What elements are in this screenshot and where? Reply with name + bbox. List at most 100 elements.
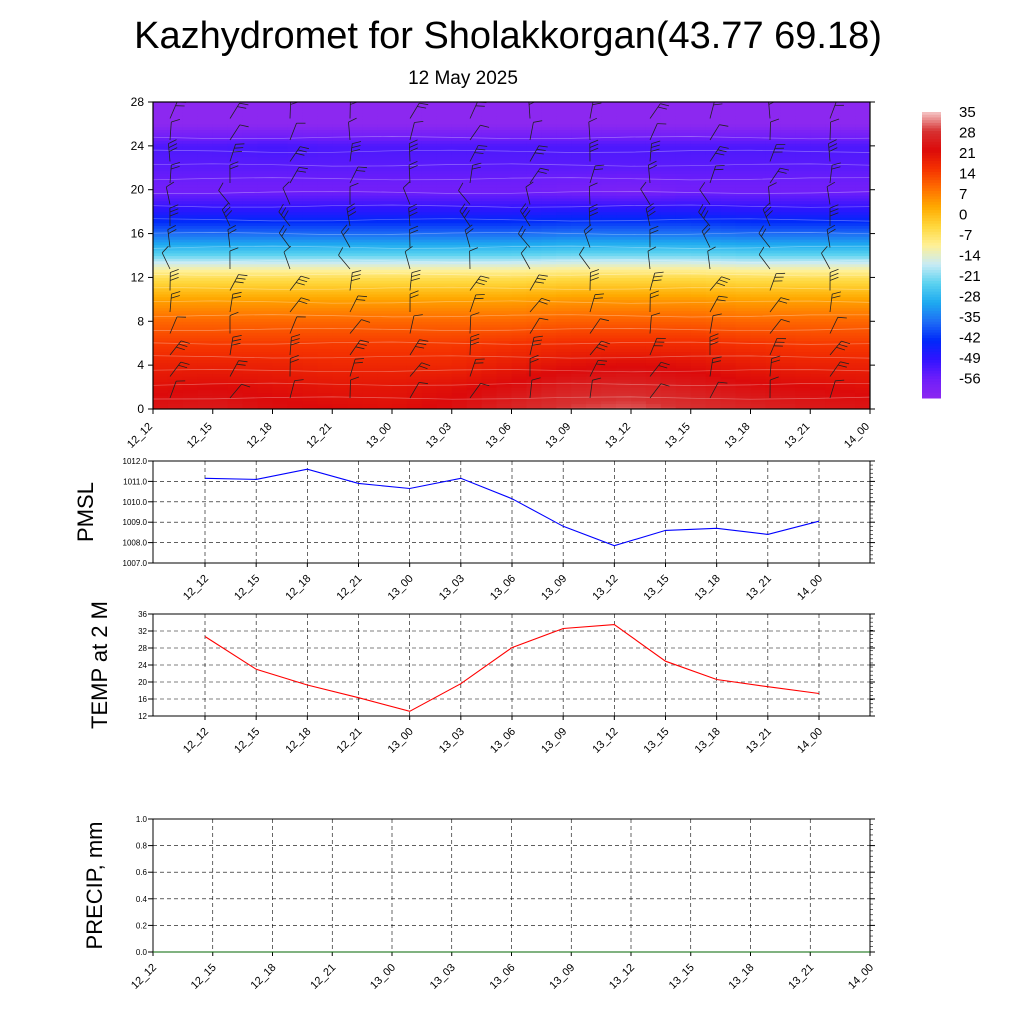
heatmap-cell [780,373,796,377]
heatmap-cell [317,266,333,270]
heatmap-cell [511,137,528,141]
heatmap-cell [810,241,826,246]
heatmap-cell [616,195,632,199]
heatmap-cell [257,384,274,388]
heatmap-cell [287,332,303,336]
heatmap-cell [720,362,737,366]
heatmap-cell [601,367,617,372]
heatmap-cell [690,340,707,344]
heatmap-cell [362,173,378,177]
heatmap-cell [780,378,796,383]
heatmap-cell [466,318,483,322]
heatmap-cell [302,354,318,358]
heatmap-cell [212,310,229,314]
heatmap-cell [481,241,498,246]
heatmap-cell [421,321,438,325]
heatmap-cell [556,285,572,289]
heatmap-cell [705,378,722,383]
heatmap-cell [645,271,662,276]
heatmap-cell [571,340,587,344]
heatmap-cell [616,389,632,394]
heatmap-cell [332,271,348,276]
heatmap-cell [257,400,274,405]
heatmap-cell [153,230,169,235]
heatmap-cell [660,121,677,125]
heatmap-cell [466,315,483,320]
heatmap-cell [750,398,767,402]
heatmap-cell [481,392,498,396]
heatmap-cell [182,217,199,221]
heatmap-cell [377,288,393,292]
heatmap-cell [317,107,333,111]
heatmap-cell [197,189,214,194]
heatmap-cell [242,340,259,344]
heatmap-cell [720,263,737,268]
heatmap-cell [167,206,184,210]
heatmap-cell [735,359,752,363]
heatmap-cell [720,406,737,409]
heatmap-cell [526,326,542,331]
heatmap-cell [197,250,214,254]
heatmap-cell [182,255,199,259]
heatmap-cell [242,387,259,391]
heatmap-cell [377,129,393,133]
heatmap-cell [750,145,767,150]
heatmap-cell [631,250,647,254]
heatmap-cell [466,189,483,194]
heatmap-cell [511,258,528,262]
heatmap-cell [571,222,587,226]
heatmap-cell [675,384,692,388]
heatmap-cell [242,129,259,133]
heatmap-cell [645,260,662,265]
heatmap-cell [690,104,707,109]
heatmap-cell [720,365,737,369]
heatmap-cell [511,214,528,218]
heatmap-cell [660,356,677,361]
heatmap-cell [735,310,752,314]
heatmap-cell [466,126,483,131]
heatmap-cell [571,121,587,125]
heatmap-cell [332,121,348,125]
heatmap-cell [242,197,259,202]
heatmap-cell [242,244,259,248]
heatmap-cell [705,151,722,155]
heatmap-cell [780,277,796,281]
heatmap-cell [720,126,737,131]
heatmap-cell [631,266,647,270]
heatmap-cell [167,110,184,114]
heatmap-cell [556,250,572,254]
heatmap-cell [586,126,602,131]
heatmap-cell [496,356,513,361]
heatmap-cell [660,343,677,347]
heatmap-cell [257,233,274,237]
heatmap-cell [257,321,274,325]
heatmap-cell [616,178,632,183]
heatmap-cell [601,112,617,117]
heatmap-cell [242,208,259,213]
heatmap-cell [496,282,513,287]
heatmap-cell [466,219,483,224]
heatmap-cell [466,332,483,336]
heatmap-cell [616,173,632,177]
heatmap-cell [466,310,483,314]
heatmap-cell [705,189,722,194]
heatmap-cell [466,291,483,295]
heatmap-cell [182,233,199,237]
heatmap-cell [496,102,513,106]
heatmap-cell [347,102,363,106]
heatmap-cell [197,167,214,172]
heatmap-cell [795,244,811,248]
heatmap-cell [332,186,348,191]
heatmap-cell [197,197,214,202]
heatmap-cell [586,293,602,298]
heatmap-cell [541,148,557,152]
heatmap-cell [212,260,229,265]
heatmap-cell [451,378,468,383]
heatmap-cell [302,288,318,292]
heatmap-cell [257,269,274,273]
heatmap-cell [436,107,453,111]
heatmap-cell [257,236,274,240]
heatmap-cell [392,162,408,166]
heatmap-cell [272,384,289,388]
heatmap-cell [227,225,244,229]
